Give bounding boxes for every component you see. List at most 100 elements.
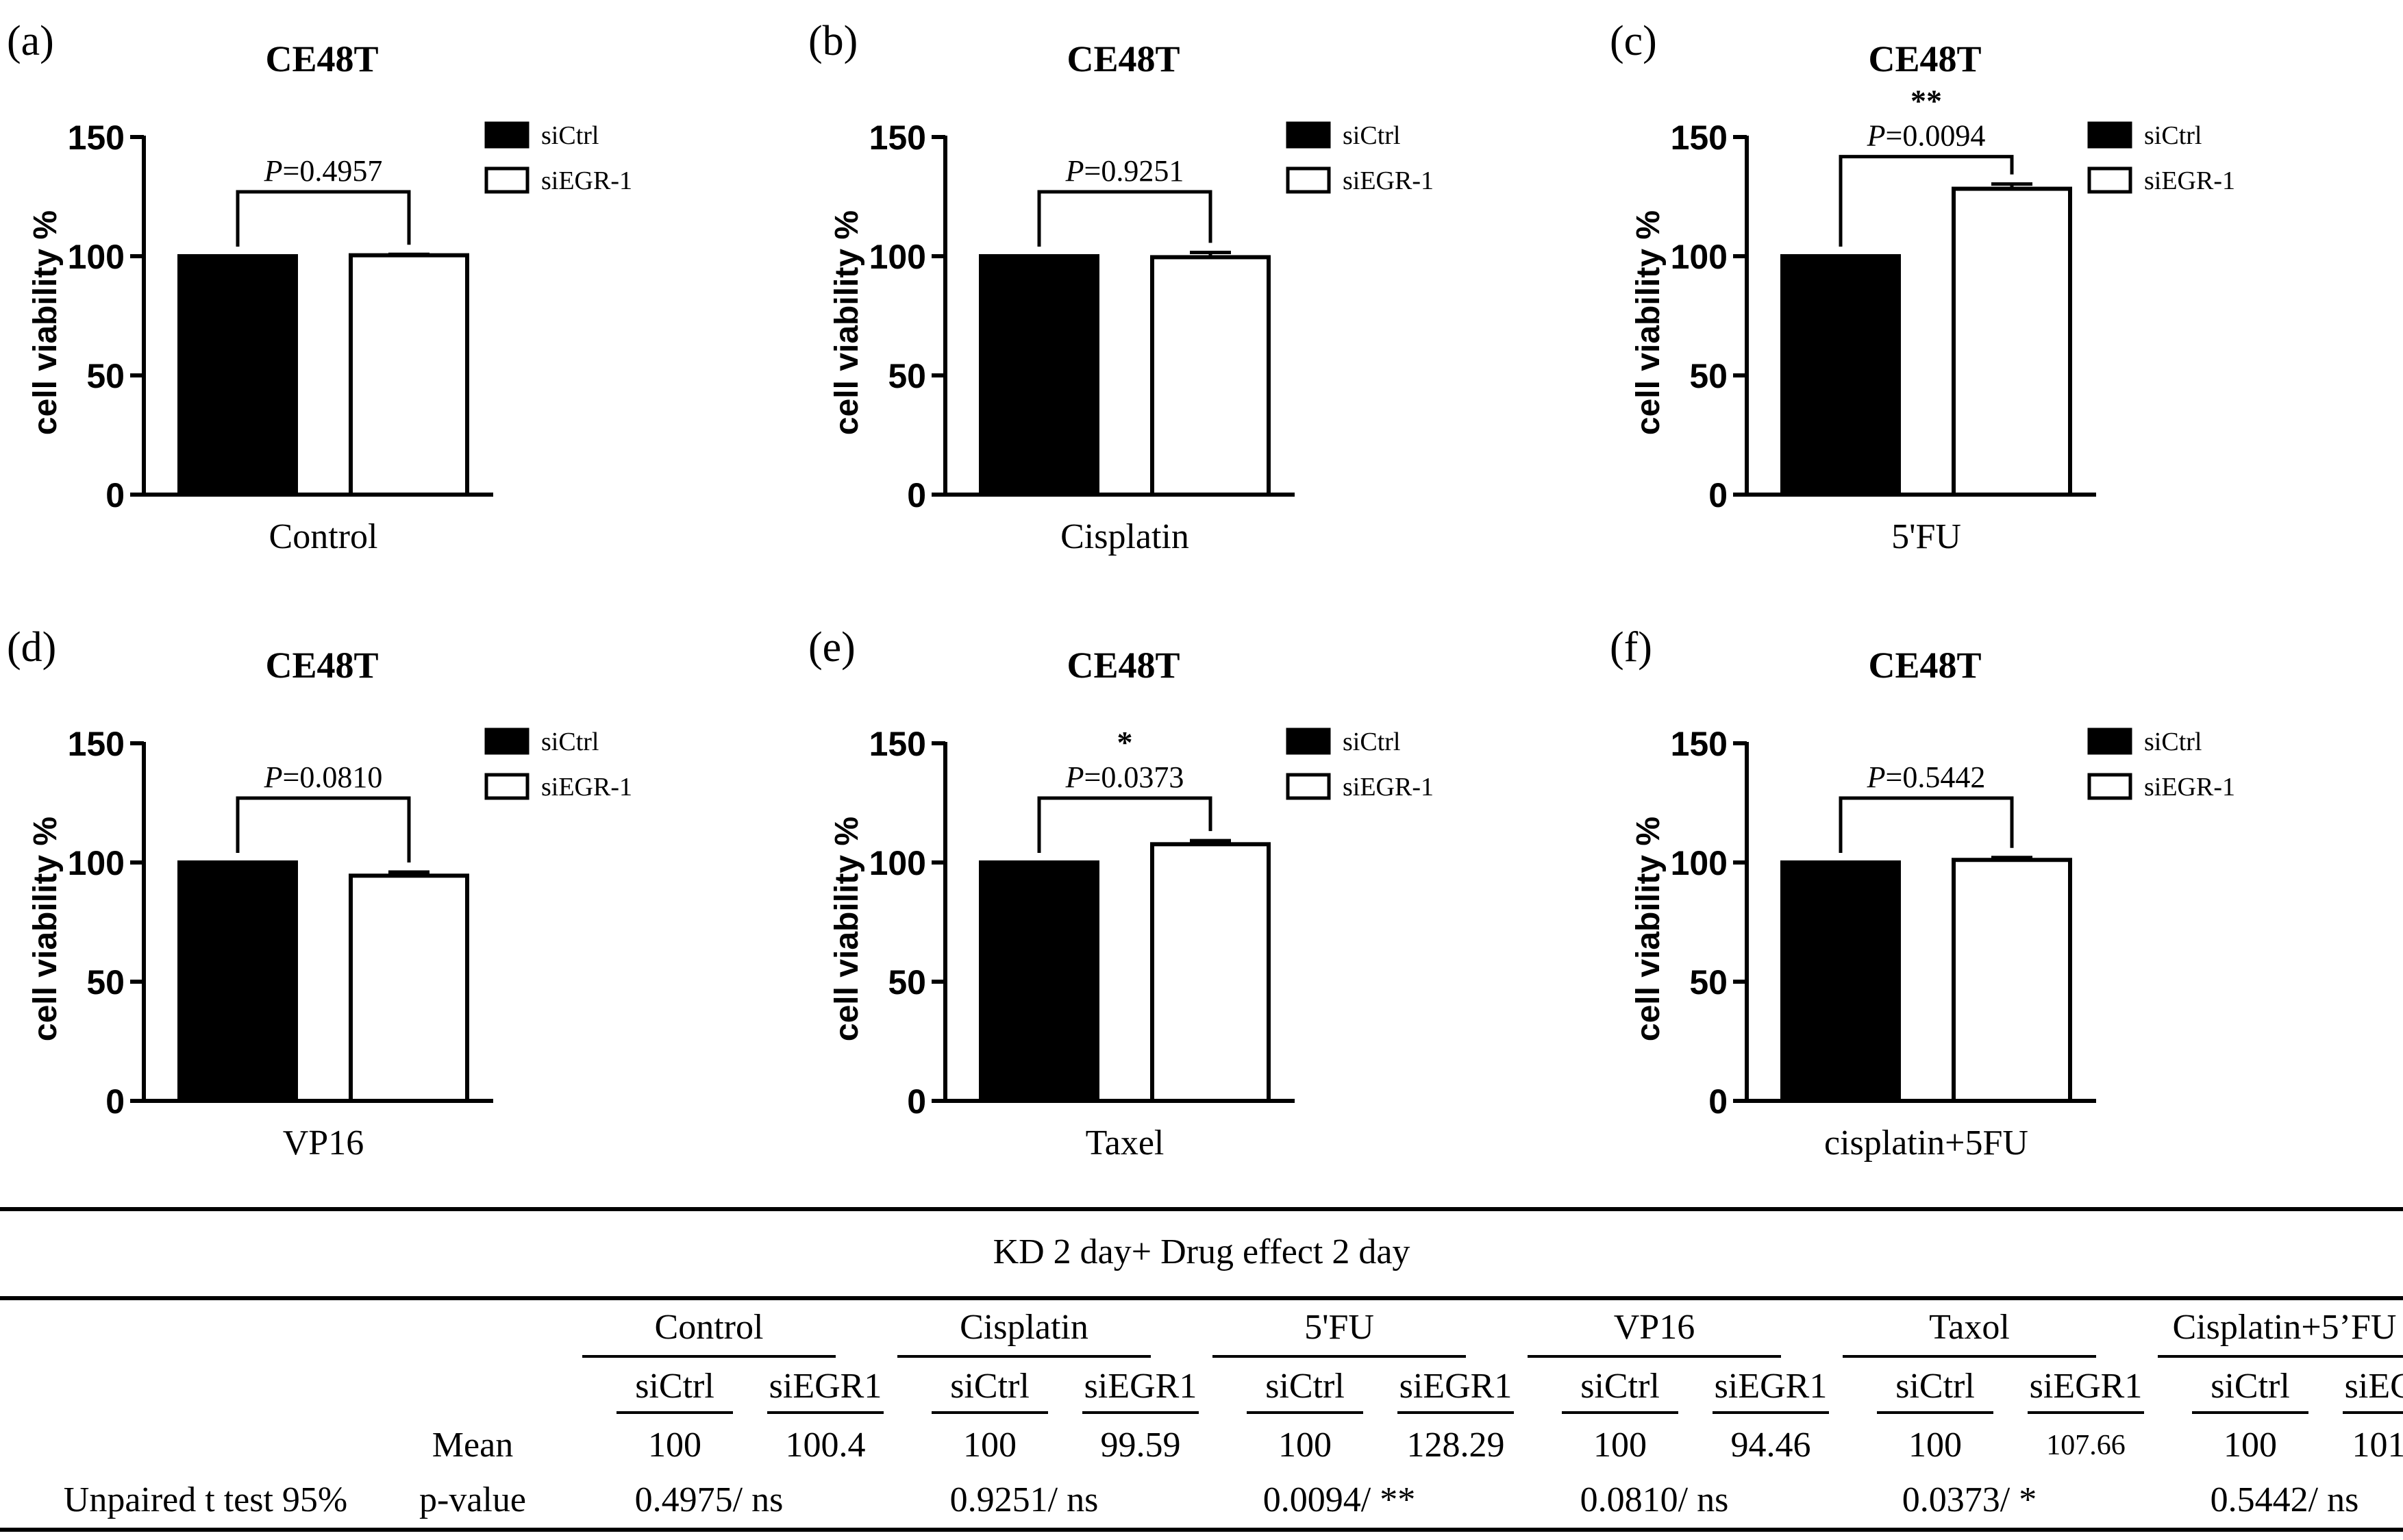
sub-header: siCtrl (1265, 1367, 1345, 1406)
legend-label: siEGR-1 (2144, 166, 2235, 195)
p-value-cell: 0.5442/ ns (2210, 1480, 2359, 1519)
p-value-symbol: P (1065, 154, 1084, 188)
bar-siegr-1 (1952, 186, 2072, 497)
y-tick-label: 100 (68, 238, 125, 276)
legend-label: siEGR-1 (541, 773, 632, 802)
y-tick-label: 0 (907, 1082, 926, 1121)
group-header: Taxol (1929, 1308, 2010, 1347)
sub-underline (1397, 1411, 1514, 1414)
sub-header: siCtrl (635, 1367, 714, 1406)
row-label-p-value: p-value (419, 1480, 526, 1519)
group-header: Cisplatin (960, 1308, 1088, 1347)
y-tick-label: 100 (68, 844, 125, 882)
panel-label: (c) (1610, 18, 1657, 64)
panel-label: (b) (808, 18, 858, 64)
bar-siegr-1 (1952, 858, 2072, 1103)
bar-sictrl (979, 254, 1099, 497)
mean-value: 100 (1278, 1426, 1332, 1465)
mean-value: 128.29 (1406, 1426, 1505, 1465)
legend-label: siCtrl (541, 121, 599, 150)
legend-label: siCtrl (2144, 728, 2202, 756)
legend-swatch (484, 773, 530, 800)
group-header: VP16 (1613, 1308, 1695, 1347)
mean-value: 94.46 (1730, 1426, 1811, 1465)
legend-label: siEGR-1 (541, 166, 632, 195)
panel-label: (e) (808, 624, 856, 671)
chart-panel-2: (b) CE48T 0 50 100 150 cell viability % P=0.925… (808, 18, 1434, 556)
panel-title: CE48T (265, 38, 378, 79)
chart-panel-1: (a) CE48T 0 50 100 150 cell viability % P=0.495… (7, 18, 632, 556)
p-value-symbol: P (1867, 760, 1886, 794)
legend-swatch (484, 121, 530, 149)
p-value-symbol: P (264, 154, 283, 188)
panel-title: CE48T (265, 645, 378, 686)
panel-label: (f) (1610, 624, 1652, 671)
table-title: KD 2 day+ Drug effect 2 day (993, 1232, 1410, 1271)
sub-underline (1562, 1411, 1678, 1414)
y-tick-label: 0 (1708, 476, 1728, 514)
y-axis-label: cell viability % (27, 817, 64, 1041)
group-underline (897, 1355, 1151, 1358)
y-tick-label: 150 (869, 119, 926, 157)
sub-header: siEGR1 (1399, 1367, 1512, 1406)
group-header: Cisplatin+5’FU (2172, 1308, 2397, 1347)
bar-sictrl (177, 254, 298, 497)
mean-value: 100 (1593, 1426, 1647, 1465)
legend-swatch (1286, 166, 1331, 194)
panel-label: (d) (7, 624, 56, 671)
y-tick-label: 0 (907, 476, 926, 514)
y-axis-label: cell viability % (1630, 817, 1667, 1041)
p-value-label: P=0.0810 (264, 760, 383, 794)
x-axis-label: 5'FU (1891, 517, 1961, 556)
y-axis-label: cell viability % (829, 817, 865, 1041)
sub-header: siEGR1 (2029, 1367, 2143, 1406)
group-underline (2158, 1355, 2403, 1358)
p-value-label: P=0.9251 (1065, 154, 1184, 188)
x-axis-label: Cisplatin (1060, 517, 1189, 556)
y-tick-label: 0 (1708, 1082, 1728, 1121)
y-tick-label: 100 (869, 844, 926, 882)
chart-panel-4: (d) CE48T 0 50 100 150 cell viability % P=0.081… (7, 624, 632, 1163)
p-value-cell: 0.0810/ ns (1580, 1480, 1729, 1519)
group-underline (1212, 1355, 1466, 1358)
significance-stars: ** (1910, 84, 1942, 119)
mean-value: 100.4 (785, 1426, 866, 1465)
p-value-label: P=0.4957 (264, 154, 383, 188)
group-underline (582, 1355, 836, 1358)
mean-value: 99.59 (1100, 1426, 1181, 1465)
sub-underline (1082, 1411, 1199, 1414)
p-value-label: P=0.5442 (1867, 760, 1986, 794)
p-value-number: =0.0810 (283, 760, 383, 794)
sub-header: siEGR1 (1084, 1367, 1197, 1406)
bar-sictrl (177, 860, 298, 1103)
group-header: 5'FU (1304, 1308, 1374, 1347)
chart-panel-5: (e) CE48T 0 50 100 150 cell viability % P=0.037… (808, 624, 1434, 1163)
legend-swatch (484, 728, 530, 755)
sub-underline (1247, 1411, 1363, 1414)
p-value-cell: 0.4975/ ns (634, 1480, 784, 1519)
significance-bracket (1037, 190, 1212, 247)
p-value-symbol: P (1065, 760, 1084, 794)
panel-title: CE48T (1868, 38, 1981, 79)
legend-label: siEGR-1 (1343, 166, 1434, 195)
p-value-number: =0.0373 (1084, 760, 1184, 794)
bar-siegr-1 (349, 253, 469, 497)
legend-label: siCtrl (541, 728, 599, 756)
sub-header: siEGR1 (2344, 1367, 2403, 1406)
row-label-test: Unpaired t test 95% (63, 1480, 348, 1519)
legend-label: siCtrl (2144, 121, 2202, 150)
sub-underline (1877, 1411, 1993, 1414)
row-label-mean: Mean (432, 1426, 514, 1465)
significance-bracket (1839, 155, 2014, 247)
legend-swatch (484, 166, 530, 194)
sub-underline (2192, 1411, 2308, 1414)
group-header: Control (654, 1308, 764, 1347)
legend-label: siEGR-1 (2144, 773, 2235, 802)
y-tick-label: 0 (105, 476, 125, 514)
panel-title: CE48T (1067, 38, 1180, 79)
panel-title: CE48T (1067, 645, 1180, 686)
x-axis-label: Control (269, 517, 378, 556)
p-value-symbol: P (1867, 119, 1886, 153)
y-tick-label: 50 (1689, 357, 1728, 395)
table-top-rule (0, 1207, 2403, 1211)
